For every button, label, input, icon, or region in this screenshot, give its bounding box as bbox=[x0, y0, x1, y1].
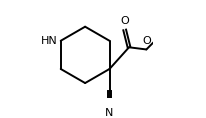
Text: O: O bbox=[120, 16, 129, 26]
Text: N: N bbox=[105, 108, 114, 118]
Text: HN: HN bbox=[41, 36, 57, 46]
Text: O: O bbox=[142, 36, 151, 46]
